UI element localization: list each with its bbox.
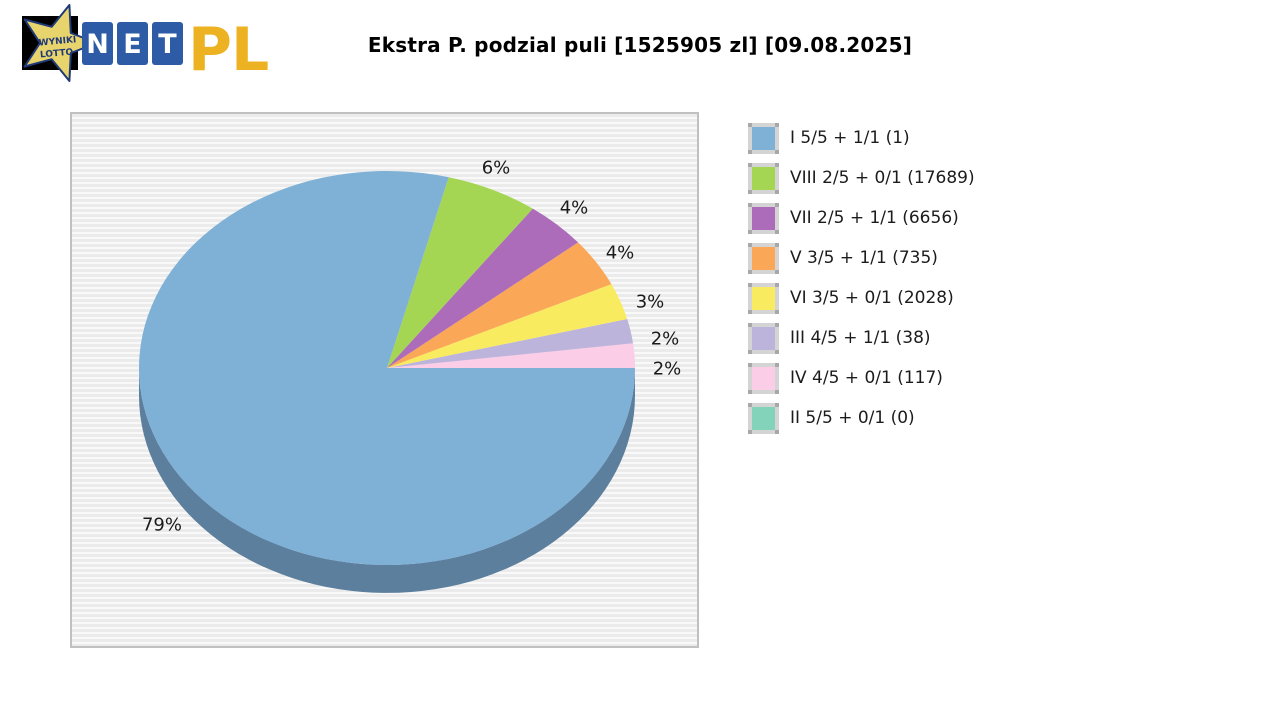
pie-slice-iii	[387, 319, 634, 368]
swatch-corner	[748, 202, 752, 207]
pie-chart: 79% 6% 4% 4% 3% 2% 2%	[138, 158, 682, 593]
legend-label: I 5/5 + 1/1 (1)	[790, 128, 910, 148]
swatch-corner	[775, 162, 779, 167]
swatch-corner	[775, 269, 779, 274]
legend-swatch-iv	[748, 362, 779, 394]
star-icon	[23, 4, 98, 82]
swatch-corner	[748, 229, 752, 234]
swatch-corner	[775, 322, 779, 327]
pie-slice-i	[138, 171, 635, 565]
legend-label: VI 3/5 + 0/1 (2028)	[790, 288, 954, 308]
logo-star-text-1: WYNIKI	[38, 35, 76, 48]
swatch-corner	[775, 349, 779, 354]
logo-tile-t: T	[158, 29, 177, 60]
logo-net-tiles: N E T	[82, 22, 183, 65]
swatch-corner	[748, 309, 752, 314]
swatch-corner	[775, 389, 779, 394]
swatch-corner	[748, 242, 752, 247]
legend-item-i: I 5/5 + 1/1 (1)	[748, 118, 975, 158]
slice-percent-label-vii: 4%	[560, 198, 589, 219]
slice-percent-label-i: 79%	[142, 515, 182, 536]
legend-item-iv: IV 4/5 + 0/1 (117)	[748, 358, 975, 398]
legend-label: IV 4/5 + 0/1 (117)	[790, 368, 943, 388]
swatch-corner	[748, 429, 752, 434]
legend-item-vi: VI 3/5 + 0/1 (2028)	[748, 278, 975, 318]
swatch-corner	[748, 162, 752, 167]
swatch-corner	[748, 362, 752, 367]
legend-swatch-i	[748, 122, 779, 154]
legend-item-iii: III 4/5 + 1/1 (38)	[748, 318, 975, 358]
slice-percent-label-iii: 2%	[651, 329, 680, 350]
swatch-corner	[748, 269, 752, 274]
wyniki-lotto-netpl-logo: WYNIKI LOTTO N E T PL	[22, 4, 269, 85]
legend-item-vii: VII 2/5 + 1/1 (6656)	[748, 198, 975, 238]
legend-swatch-vi	[748, 282, 779, 314]
pie-slice-viii	[387, 177, 533, 368]
swatch-corner	[775, 149, 779, 154]
logo-tile-n: N	[86, 29, 109, 60]
swatch-corner	[775, 362, 779, 367]
swatch-corner	[748, 349, 752, 354]
legend-swatch-v	[748, 242, 779, 274]
pie-slice-vii	[387, 208, 579, 368]
legend-item-viii: VIII 2/5 + 0/1 (17689)	[748, 158, 975, 198]
pie-slice-v	[387, 242, 612, 368]
pie-slice-vi	[387, 284, 628, 368]
legend-label: VII 2/5 + 1/1 (6656)	[790, 208, 959, 228]
swatch-corner	[775, 202, 779, 207]
slice-percent-label-viii: 6%	[482, 158, 511, 179]
logo-star-text-2: LOTTO	[40, 48, 74, 61]
logo-pl-text: PL	[188, 15, 268, 85]
slice-percent-label-vi: 3%	[636, 292, 665, 313]
swatch-corner	[748, 122, 752, 127]
swatch-corner	[775, 122, 779, 127]
legend-item-v: V 3/5 + 1/1 (735)	[748, 238, 975, 278]
swatch-corner	[748, 389, 752, 394]
swatch-corner	[748, 322, 752, 327]
logo-tile-e: E	[123, 29, 141, 60]
chart-legend: I 5/5 + 1/1 (1) VIII 2/5 + 0/1 (17689) VII…	[748, 118, 975, 438]
swatch-corner	[775, 242, 779, 247]
swatch-corner	[748, 402, 752, 407]
legend-swatch-vii	[748, 202, 779, 234]
legend-label: VIII 2/5 + 0/1 (17689)	[790, 168, 975, 188]
legend-item-ii: II 5/5 + 0/1 (0)	[748, 398, 975, 438]
legend-label: II 5/5 + 0/1 (0)	[790, 408, 915, 428]
swatch-corner	[748, 282, 752, 287]
slice-percent-label-iv: 2%	[653, 359, 682, 380]
pie-slice-iv	[387, 343, 635, 368]
chart-title: Ekstra P. podzial puli [1525905 zl] [09.…	[367, 33, 913, 57]
pie-chart-panel: 79% 6% 4% 4% 3% 2% 2%	[70, 112, 699, 648]
legend-swatch-iii	[748, 322, 779, 354]
swatch-corner	[748, 149, 752, 154]
swatch-corner	[775, 282, 779, 287]
legend-label: III 4/5 + 1/1 (38)	[790, 328, 931, 348]
swatch-corner	[775, 309, 779, 314]
legend-swatch-ii	[748, 402, 779, 434]
swatch-corner	[748, 189, 752, 194]
legend-swatch-viii	[748, 162, 779, 194]
swatch-corner	[775, 229, 779, 234]
swatch-corner	[775, 429, 779, 434]
slice-percent-label-v: 4%	[606, 243, 635, 264]
legend-label: V 3/5 + 1/1 (735)	[790, 248, 938, 268]
swatch-corner	[775, 402, 779, 407]
swatch-corner	[775, 189, 779, 194]
